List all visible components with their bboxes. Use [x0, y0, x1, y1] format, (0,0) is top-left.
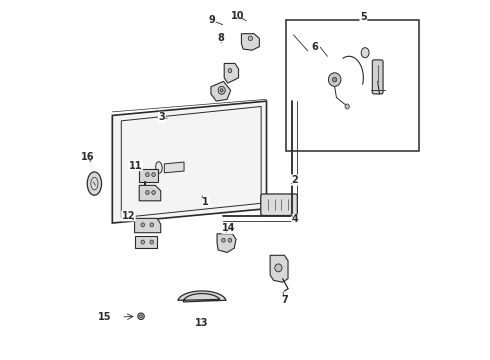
Text: 12: 12: [122, 211, 135, 221]
Text: 14: 14: [222, 224, 236, 233]
Text: 10: 10: [231, 11, 245, 21]
Polygon shape: [139, 168, 158, 182]
Polygon shape: [178, 291, 226, 302]
Text: 16: 16: [80, 152, 94, 162]
Ellipse shape: [328, 73, 341, 86]
Polygon shape: [139, 185, 161, 201]
Polygon shape: [270, 255, 288, 282]
Ellipse shape: [140, 315, 143, 318]
Ellipse shape: [228, 238, 232, 242]
Ellipse shape: [361, 48, 369, 58]
Polygon shape: [112, 101, 267, 223]
Ellipse shape: [221, 238, 225, 242]
Ellipse shape: [146, 190, 149, 194]
Text: 7: 7: [281, 295, 288, 305]
Polygon shape: [217, 234, 236, 252]
Ellipse shape: [152, 173, 155, 177]
Ellipse shape: [141, 223, 145, 227]
Polygon shape: [164, 162, 184, 173]
Text: 13: 13: [195, 319, 209, 328]
Ellipse shape: [87, 172, 101, 195]
Ellipse shape: [345, 104, 349, 109]
Text: 6: 6: [312, 42, 318, 52]
Ellipse shape: [152, 190, 155, 194]
Text: 8: 8: [217, 33, 224, 43]
Ellipse shape: [138, 313, 144, 319]
FancyBboxPatch shape: [372, 60, 383, 94]
Text: 2: 2: [291, 175, 298, 185]
Text: 1: 1: [202, 197, 209, 207]
Polygon shape: [242, 34, 259, 50]
Ellipse shape: [220, 89, 223, 92]
Ellipse shape: [141, 240, 145, 244]
Text: 4: 4: [292, 215, 298, 224]
Ellipse shape: [150, 240, 153, 244]
Ellipse shape: [146, 173, 149, 177]
Ellipse shape: [275, 264, 282, 272]
Ellipse shape: [333, 77, 337, 82]
Text: 11: 11: [129, 161, 143, 171]
Ellipse shape: [218, 86, 225, 94]
Text: 9: 9: [209, 15, 216, 26]
Ellipse shape: [248, 36, 252, 41]
FancyBboxPatch shape: [261, 194, 297, 216]
Text: 15: 15: [98, 312, 111, 322]
Text: 3: 3: [158, 112, 165, 122]
Ellipse shape: [156, 162, 162, 173]
Polygon shape: [211, 81, 231, 101]
FancyBboxPatch shape: [286, 21, 419, 151]
Text: 5: 5: [360, 12, 367, 22]
Ellipse shape: [228, 68, 232, 73]
Polygon shape: [224, 63, 239, 83]
Ellipse shape: [150, 223, 153, 227]
Polygon shape: [135, 236, 157, 248]
Polygon shape: [135, 219, 161, 233]
